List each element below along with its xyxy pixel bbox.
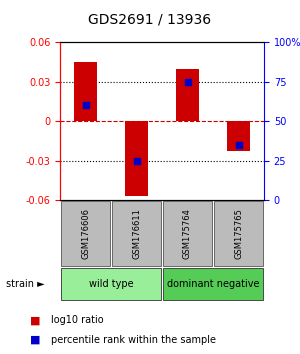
Bar bbox=[227, 121, 250, 152]
Text: ■: ■ bbox=[30, 335, 40, 345]
Text: log10 ratio: log10 ratio bbox=[51, 315, 104, 325]
Bar bbox=[176, 69, 199, 121]
Text: GSM176606: GSM176606 bbox=[81, 208, 90, 259]
Bar bbox=[74, 62, 97, 121]
Text: ■: ■ bbox=[30, 315, 40, 325]
Text: GSM175764: GSM175764 bbox=[183, 208, 192, 259]
Text: dominant negative: dominant negative bbox=[167, 279, 259, 289]
Text: percentile rank within the sample: percentile rank within the sample bbox=[51, 335, 216, 345]
Bar bbox=[125, 121, 148, 196]
Text: GDS2691 / 13936: GDS2691 / 13936 bbox=[88, 12, 212, 27]
Text: wild type: wild type bbox=[89, 279, 133, 289]
Text: GSM175765: GSM175765 bbox=[234, 208, 243, 259]
Text: GSM176611: GSM176611 bbox=[132, 208, 141, 259]
Text: strain ►: strain ► bbox=[6, 279, 45, 289]
